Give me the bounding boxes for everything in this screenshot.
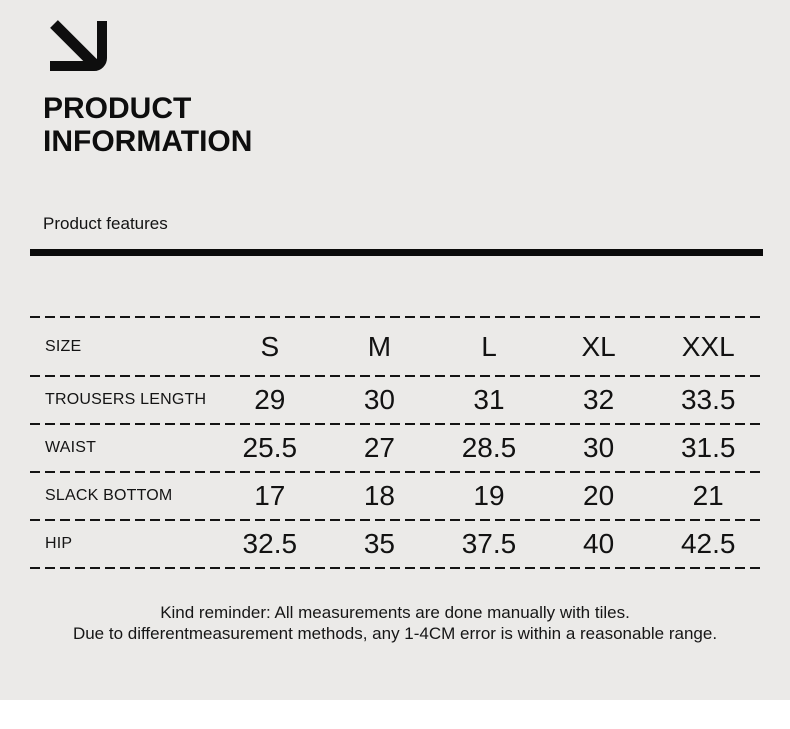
dashed-divider <box>30 316 763 318</box>
cell-value: 30 <box>363 384 395 415</box>
cell-value: 35 <box>363 528 395 559</box>
table-row-slack-bottom: SLACK BOTTOM 17 18 19 20 21 <box>30 473 763 519</box>
reminder-line-2: Due to differentmeasurement methods, any… <box>72 623 718 643</box>
dashed-divider <box>30 375 763 377</box>
cell-value: 31.5 <box>680 432 736 463</box>
table-row-hip: HIP 32.5 35 37.5 40 42.5 <box>30 521 763 567</box>
dashed-divider <box>30 423 763 425</box>
cell-value: 31 <box>473 384 505 415</box>
product-information-panel: PRODUCT INFORMATION Product features SIZE… <box>0 0 790 700</box>
cell-value: 18 <box>363 480 395 511</box>
cell-value: 19 <box>473 480 505 511</box>
cell-value: 17 <box>254 480 286 511</box>
cell-value: 27 <box>363 432 395 463</box>
page-title-line-1: PRODUCT <box>43 92 192 125</box>
cell-value: 33.5 <box>680 384 736 415</box>
cell-value: 30 <box>583 432 615 463</box>
row-label-size: SIZE <box>45 337 82 355</box>
arrow-down-right-icon <box>40 6 112 89</box>
divider-rule <box>30 249 763 256</box>
table-row-waist: WAIST 25.5 27 28.5 30 31.5 <box>30 425 763 471</box>
cell-value: 37.5 <box>461 528 517 559</box>
column-header-s: S <box>260 330 280 362</box>
cell-value: 29 <box>254 384 286 415</box>
cell-value: 21 <box>692 480 724 511</box>
cell-value: 32 <box>583 384 615 415</box>
cell-value: 25.5 <box>242 432 298 463</box>
reminder-line-1: Kind reminder: All measurements are done… <box>160 603 630 622</box>
page-title: PRODUCT INFORMATION <box>43 92 252 158</box>
cell-value: 20 <box>583 480 615 511</box>
dashed-divider <box>30 567 763 569</box>
page-title-line-2: INFORMATION <box>43 125 253 158</box>
size-table: SIZE S M L XL XXL TROUSERS LENGTH 29 30 … <box>30 316 763 569</box>
row-label: TROUSERS LENGTH <box>45 391 207 408</box>
cell-value: 40 <box>583 528 615 559</box>
dashed-divider <box>30 519 763 521</box>
size-table-header-row: SIZE S M L XL XXL <box>30 318 763 375</box>
cell-value: 32.5 <box>242 528 298 559</box>
cell-value: 42.5 <box>680 528 736 559</box>
row-label: WAIST <box>45 439 97 456</box>
column-header-xl: XL <box>581 330 616 362</box>
column-header-l: L <box>481 330 497 362</box>
dashed-divider <box>30 471 763 473</box>
row-label: SLACK BOTTOM <box>45 487 173 504</box>
column-header-m: M <box>367 330 392 362</box>
row-label: HIP <box>45 535 73 552</box>
reminder-note: Kind reminder: All measurements are done… <box>0 603 790 644</box>
column-header-xxl: XXL <box>681 330 735 362</box>
table-row-trousers-length: TROUSERS LENGTH 29 30 31 32 33.5 <box>30 377 763 423</box>
cell-value: 28.5 <box>461 432 517 463</box>
section-label: Product features <box>43 214 168 233</box>
